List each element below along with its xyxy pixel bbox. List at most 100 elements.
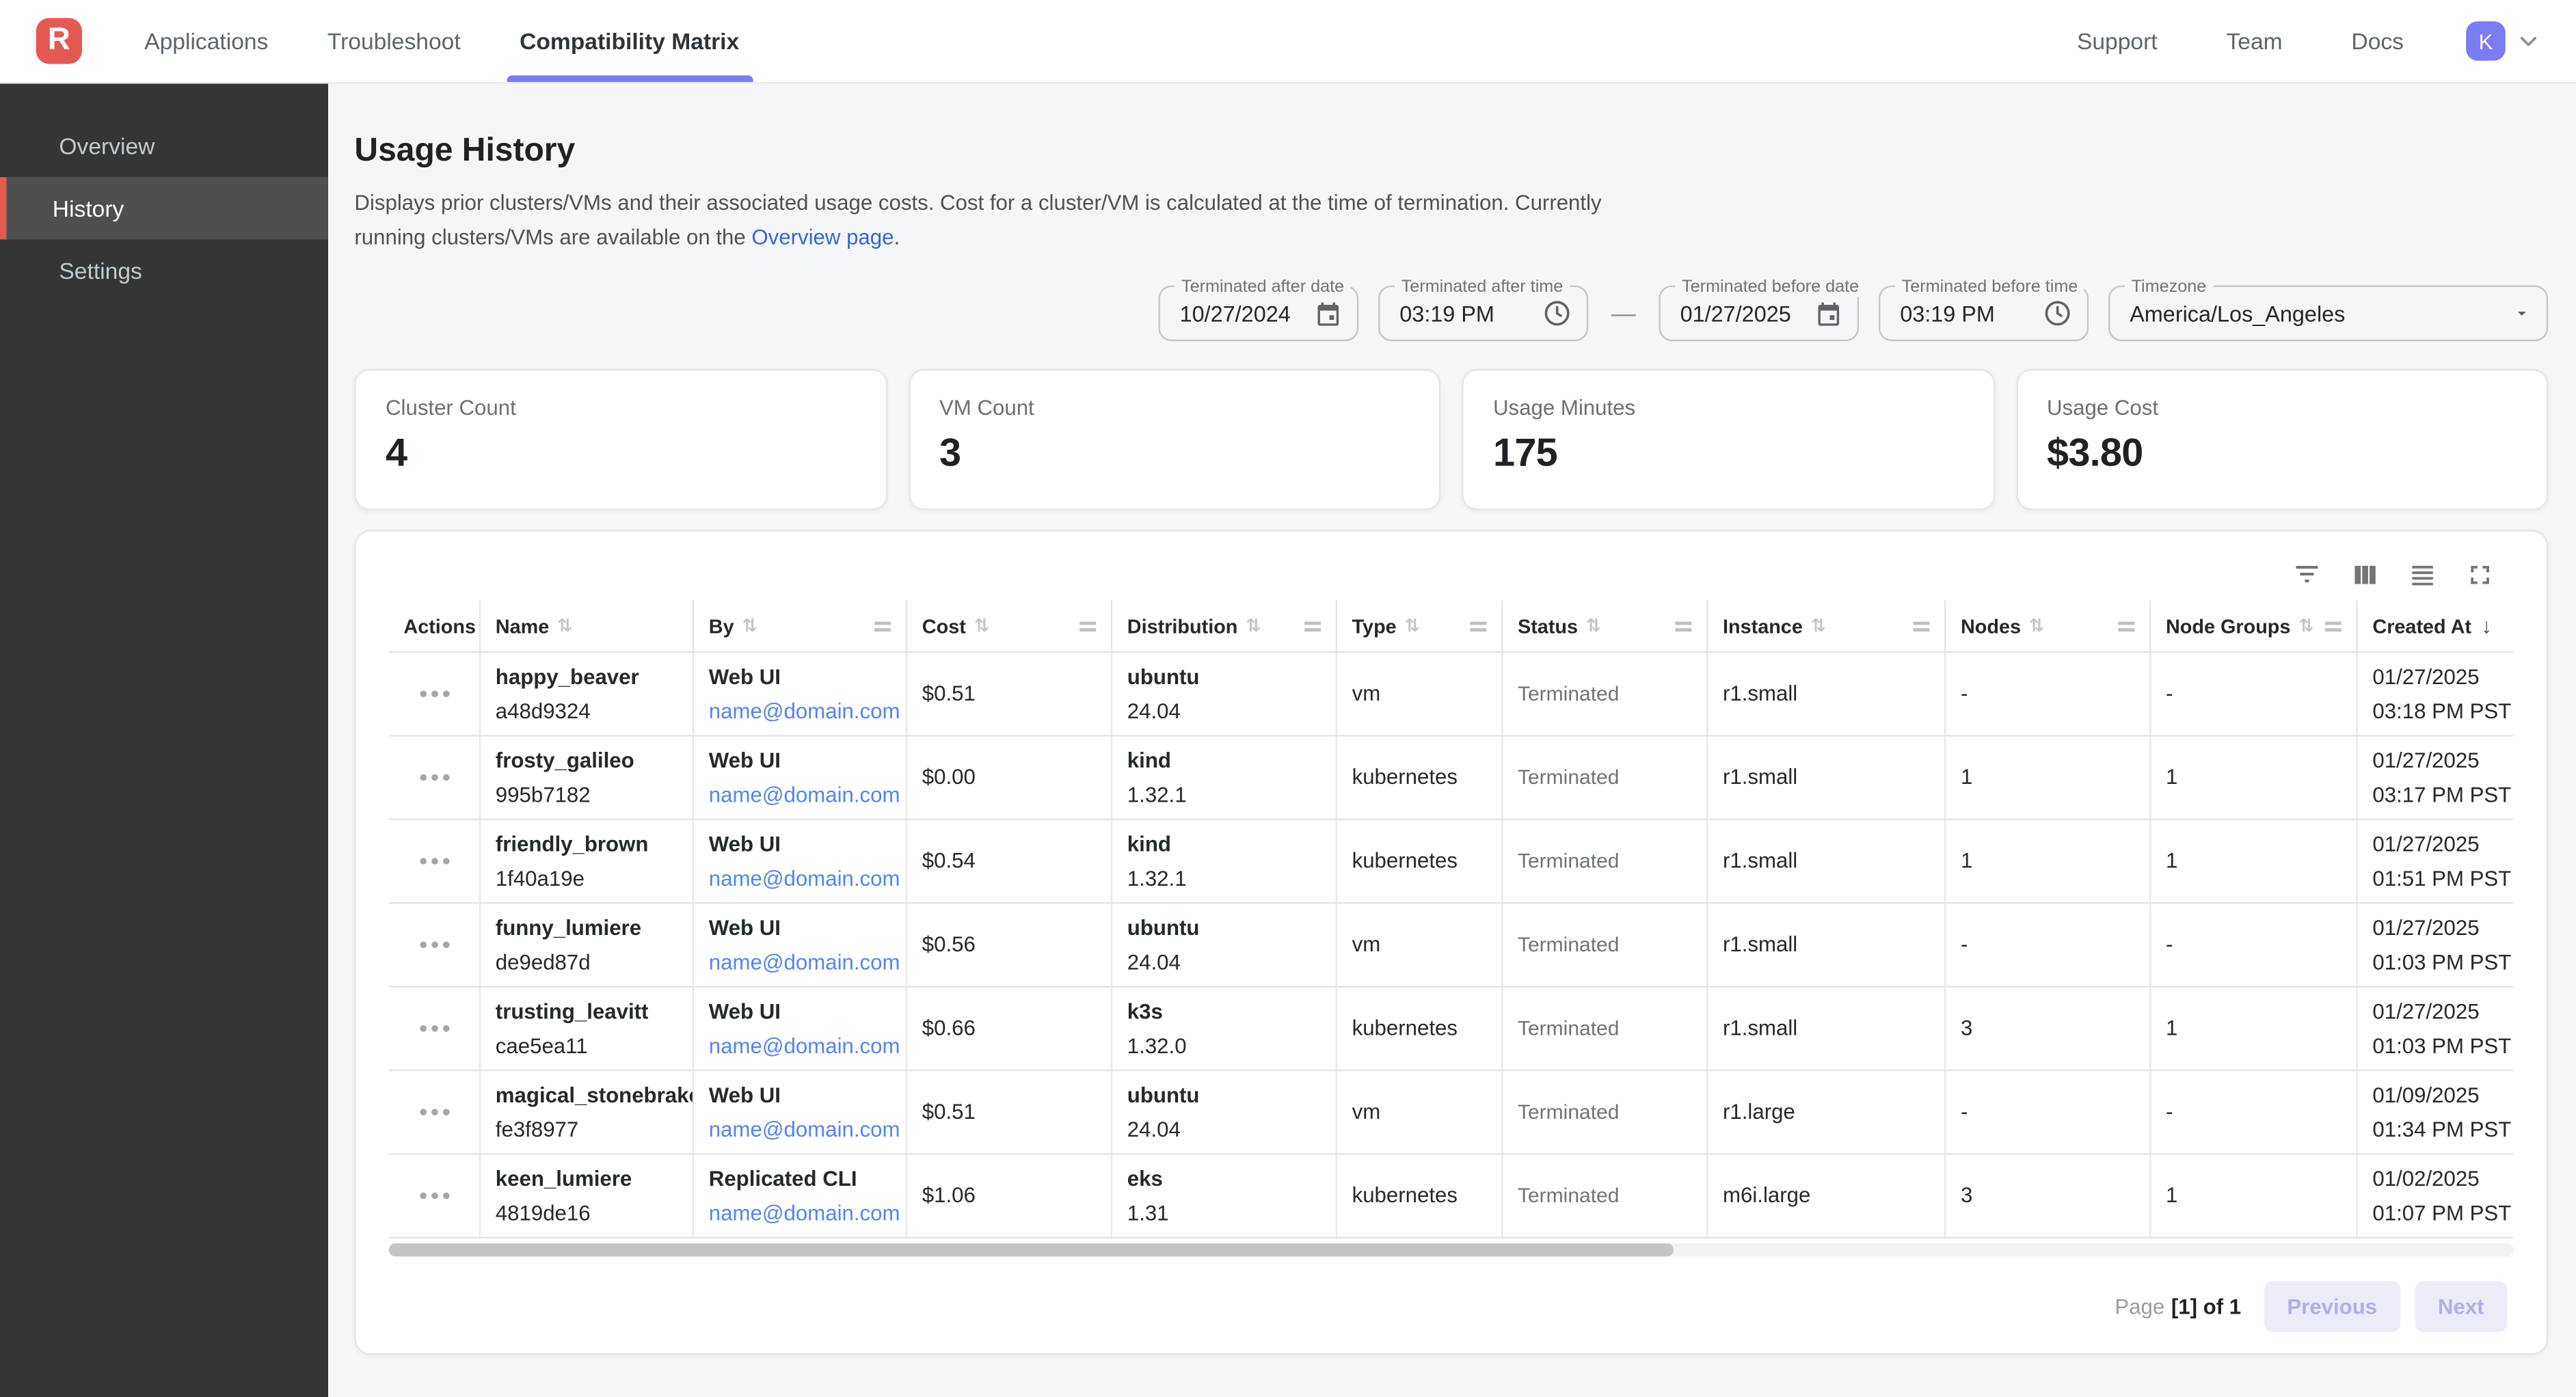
column-menu-icon[interactable] (1675, 621, 1691, 624)
column-header-name[interactable]: Name⇅ (481, 600, 694, 651)
row-actions-button[interactable] (410, 935, 458, 955)
distribution-name: kind (1127, 744, 1336, 776)
nav-link-support[interactable]: Support (2077, 28, 2158, 54)
column-header-cost[interactable]: Cost ⇅ (907, 600, 1112, 651)
more-actions-dot (431, 774, 438, 781)
cell-distribution: eks1.31 (1112, 1155, 1337, 1237)
top-nav: R Applications Troubleshoot Compatibilit… (0, 0, 2576, 83)
type-value: vm (1352, 677, 1501, 710)
sidebar-item-overview[interactable]: Overview (0, 115, 328, 177)
column-header-status[interactable]: Status⇅ (1503, 600, 1708, 651)
overview-page-link[interactable]: Overview page (751, 225, 894, 249)
sort-icon[interactable]: ⇅ (974, 615, 989, 636)
date-range-separator: — (1611, 299, 1636, 327)
column-header-distribution[interactable]: Distribution ⇅ (1112, 600, 1337, 651)
created-by-email-link[interactable]: name@domain.com (709, 1197, 906, 1230)
column-menu-icon[interactable] (874, 621, 891, 624)
sort-icon[interactable]: ⇅ (1405, 615, 1420, 636)
sort-icon[interactable]: ⇅ (2298, 615, 2313, 636)
row-actions-button[interactable] (410, 1102, 458, 1122)
created-by-email-link[interactable]: name@domain.com (709, 1113, 906, 1145)
usage-table-card: ActionsName⇅By⇅Cost⇅Distribution⇅Type⇅St… (354, 530, 2548, 1355)
row-actions-button[interactable] (410, 768, 458, 787)
calendar-icon[interactable] (1814, 299, 1842, 327)
clock-icon[interactable] (1542, 299, 1572, 328)
sorted-descending-icon[interactable]: ↓ (2481, 614, 2492, 638)
column-menu-icon[interactable] (1470, 621, 1486, 624)
app-logo[interactable]: R (36, 18, 82, 64)
sort-icon[interactable]: ⇅ (1811, 615, 1826, 636)
more-actions-dot (431, 690, 438, 697)
column-label: Distribution (1127, 614, 1238, 638)
sort-icon[interactable]: ⇅ (742, 615, 757, 636)
nodes-value: 1 (1961, 761, 2149, 794)
column-header-created-at[interactable]: Created At↓ (2358, 600, 2514, 651)
more-actions-dot (442, 690, 449, 697)
sort-icon[interactable]: ⇅ (1246, 615, 1261, 636)
type-value: vm (1352, 1096, 1501, 1128)
nav-item-troubleshoot[interactable]: Troubleshoot (298, 0, 490, 82)
column-menu-icon[interactable] (1304, 621, 1321, 624)
created-by-source: Web UI (709, 911, 906, 944)
cell-actions (389, 904, 481, 986)
column-label: Instance (1723, 614, 1803, 638)
distribution-version: 1.32.1 (1127, 862, 1336, 895)
created-by-email-link[interactable]: name@domain.com (709, 1029, 906, 1062)
column-header-by[interactable]: By⇅ (694, 600, 907, 651)
nav-item-compatibility-matrix[interactable]: Compatibility Matrix (490, 0, 769, 82)
user-avatar[interactable]: K (2466, 21, 2506, 61)
sort-icon[interactable]: ⇅ (2029, 615, 2044, 636)
horizontal-scrollbar[interactable] (389, 1243, 2514, 1256)
column-label: Cost (922, 614, 966, 638)
column-header-actions[interactable]: Actions (389, 600, 481, 651)
sidebar-item-settings[interactable]: Settings (0, 239, 328, 301)
terminated-before-time-field[interactable]: Terminated before time 03:19 PM (1879, 286, 2089, 342)
column-header-node-groups[interactable]: Node Groups⇅ (2151, 600, 2357, 651)
chevron-down-icon[interactable] (2517, 29, 2540, 53)
created-by-email-link[interactable]: name@domain.com (709, 694, 906, 727)
created-by-email-link[interactable]: name@domain.com (709, 946, 906, 979)
dropdown-arrow-icon[interactable] (2512, 303, 2532, 323)
scrollbar-thumb[interactable] (389, 1243, 1674, 1256)
table-row: friendly_brown1f40a19eWeb UIname@domain.… (389, 820, 2514, 904)
sort-icon[interactable]: ⇅ (1586, 615, 1601, 636)
more-actions-dot (431, 1193, 438, 1199)
nav-link-team[interactable]: Team (2226, 28, 2282, 54)
column-header-nodes[interactable]: Nodes⇅ (1946, 600, 2151, 651)
cell-type: kubernetes (1337, 737, 1503, 819)
terminated-after-date-field[interactable]: Terminated after date 10/27/2024 (1158, 286, 1358, 342)
fullscreen-icon[interactable] (2458, 553, 2500, 595)
nav-item-applications[interactable]: Applications (115, 0, 298, 82)
terminated-before-date-field[interactable]: Terminated before date 01/27/2025 (1659, 286, 1859, 342)
row-actions-button[interactable] (410, 852, 458, 871)
density-icon[interactable] (2400, 553, 2443, 595)
cell-status: Terminated (1503, 904, 1708, 986)
column-header-type[interactable]: Type⇅ (1337, 600, 1503, 651)
timezone-select[interactable]: Timezone America/Los_Angeles (2108, 286, 2548, 342)
previous-page-button[interactable]: Previous (2264, 1281, 2400, 1331)
more-actions-dot (442, 858, 449, 865)
row-actions-button[interactable] (410, 684, 458, 704)
clock-icon[interactable] (2043, 299, 2072, 328)
instance-value: r1.small (1723, 677, 1944, 710)
filter-icon[interactable] (2285, 553, 2328, 595)
terminated-after-time-field[interactable]: Terminated after time 03:19 PM (1378, 286, 1588, 342)
created-by-email-link[interactable]: name@domain.com (709, 862, 906, 895)
column-menu-icon[interactable] (1079, 621, 1096, 624)
sidebar-item-history[interactable]: History (0, 177, 328, 239)
calendar-icon[interactable] (1314, 299, 1342, 327)
table-row: magical_stonebrakerfe3f8977Web UIname@do… (389, 1071, 2514, 1154)
nav-link-docs[interactable]: Docs (2351, 28, 2404, 54)
column-menu-icon[interactable] (1913, 621, 1929, 624)
columns-icon[interactable] (2343, 553, 2385, 595)
row-actions-button[interactable] (410, 1186, 458, 1206)
node-groups-value: 1 (2166, 845, 2356, 878)
sort-icon[interactable]: ⇅ (557, 615, 572, 636)
created-by-email-link[interactable]: name@domain.com (709, 778, 906, 811)
row-actions-button[interactable] (410, 1018, 458, 1038)
next-page-button[interactable]: Next (2415, 1281, 2507, 1331)
column-menu-icon[interactable] (2325, 621, 2342, 624)
column-menu-icon[interactable] (2118, 621, 2134, 624)
cell-by: Web UIname@domain.com (694, 653, 907, 735)
column-header-instance[interactable]: Instance ⇅ (1708, 600, 1946, 651)
